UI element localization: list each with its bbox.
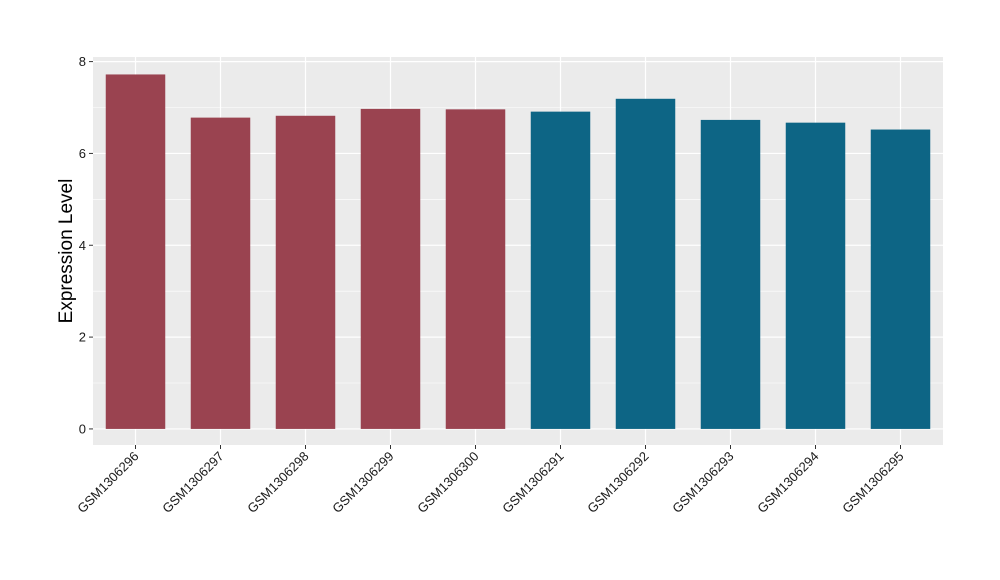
bar-GSM1306299 [360, 108, 421, 429]
bar-GSM1306297 [190, 117, 251, 429]
x-tick-label: GSM1306291 [499, 449, 566, 516]
bar-GSM1306296 [105, 74, 166, 429]
y-tick-label: 6 [79, 146, 86, 161]
bar-GSM1306293 [700, 119, 761, 429]
x-axis: GSM1306296 GSM1306297 GSM1306298 GSM1306299… [74, 445, 907, 516]
y-tick-label: 4 [79, 238, 86, 253]
bar-GSM1306291 [530, 111, 591, 429]
bar-GSM1306298 [275, 115, 336, 429]
bar-GSM1306295 [870, 129, 931, 429]
y-tick-label: 0 [79, 421, 86, 436]
x-tick-label: GSM1306296 [74, 449, 141, 516]
x-tick-label: GSM1306294 [754, 449, 821, 516]
x-tick-label: GSM1306299 [329, 449, 396, 516]
y-tick-label: 8 [79, 54, 86, 69]
x-tick-label: GSM1306293 [669, 449, 736, 516]
x-tick-label: GSM1306292 [584, 449, 651, 516]
bars [105, 74, 931, 429]
y-axis-title: Expression Level [56, 179, 77, 324]
y-tick-label: 2 [79, 330, 86, 345]
x-tick-label: GSM1306300 [414, 449, 481, 516]
bar-GSM1306300 [445, 109, 506, 429]
x-tick-label: GSM1306295 [839, 449, 906, 516]
x-tick-label: GSM1306298 [244, 449, 311, 516]
y-axis: 0 2 4 6 8 [79, 54, 93, 436]
x-tick-label: GSM1306297 [159, 449, 226, 516]
bar-GSM1306294 [785, 122, 846, 429]
bar-GSM1306292 [615, 98, 676, 429]
